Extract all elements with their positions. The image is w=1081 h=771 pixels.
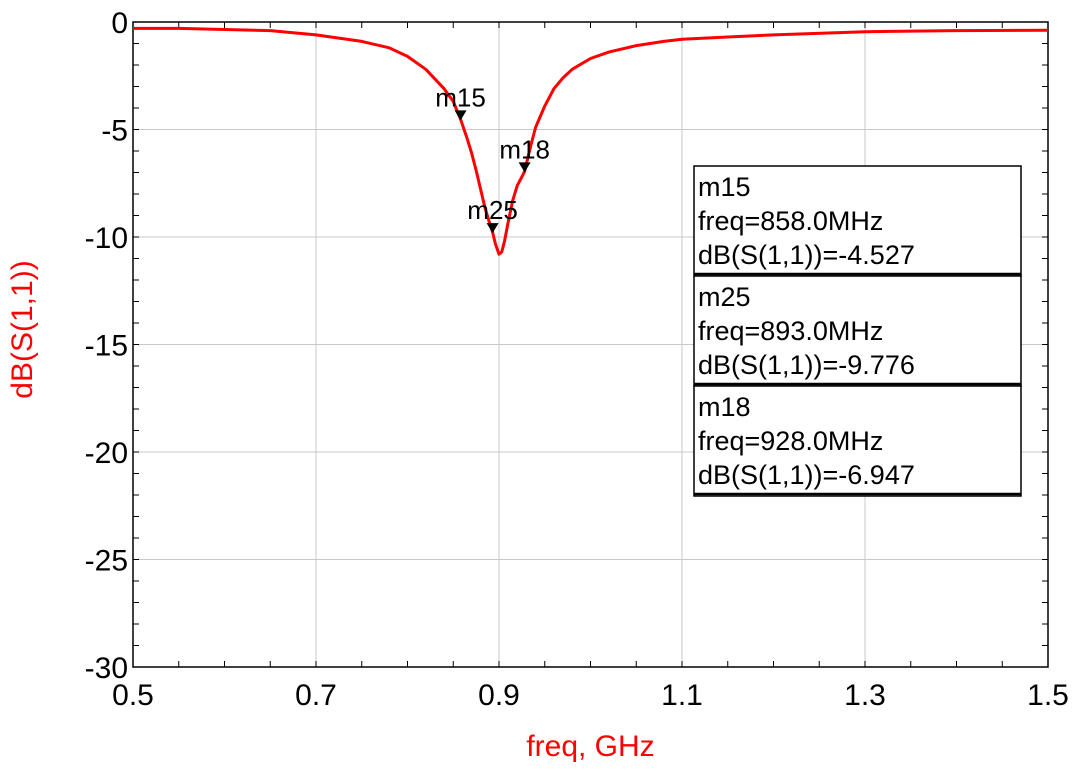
readout-line: dB(S(1,1))=-6.947	[698, 460, 915, 490]
y-tick-labels: 0 -5 -10 -15 -20 -25 -30	[85, 7, 128, 685]
readout-entry	[693, 385, 1022, 497]
marker-readout-box: m15 freq=858.0MHz dB(S(1,1))=-4.527 m25 freq…	[693, 165, 1022, 497]
readout-line: freq=858.0MHz	[698, 206, 883, 236]
readout-line: freq=928.0MHz	[698, 426, 883, 456]
marker-label: m15	[435, 82, 486, 112]
y-tick-label: -15	[85, 330, 128, 363]
readout-entry	[693, 165, 1022, 277]
marker-triangle	[486, 223, 499, 234]
x-tick-label: 1.1	[661, 679, 703, 712]
readout-line: m18	[698, 392, 751, 422]
x-tick-label: 0.5	[112, 679, 154, 712]
x-axis-title: freq, GHz	[526, 730, 654, 763]
y-tick-label: -30	[85, 652, 128, 685]
readout-line: freq=893.0MHz	[698, 316, 883, 346]
x-tick-label: 0.7	[295, 679, 337, 712]
readout-entry	[693, 275, 1022, 387]
marker-label: m25	[467, 195, 518, 225]
grid	[133, 22, 1048, 667]
minor-ticks	[132, 21, 1049, 668]
x-tick-label: 1.5	[1027, 679, 1069, 712]
x-tick-labels: 0.5 0.7 0.9 1.1 1.3 1.5	[112, 679, 1069, 712]
x-tick-label: 1.3	[844, 679, 886, 712]
x-tick-label: 0.9	[478, 679, 520, 712]
y-axis-title: dB(S(1,1))	[6, 260, 39, 398]
marker-label: m18	[499, 134, 550, 164]
y-tick-label: 0	[111, 7, 128, 40]
marker-layer: m15 m18 m25	[435, 82, 550, 234]
y-tick-label: -5	[101, 115, 128, 148]
marker-triangle	[454, 110, 467, 121]
y-tick-label: -25	[85, 545, 128, 578]
marker-triangle	[518, 162, 531, 173]
y-tick-label: -20	[85, 437, 128, 470]
readout-line: dB(S(1,1))=-9.776	[698, 350, 915, 380]
readout-line: dB(S(1,1))=-4.527	[698, 240, 915, 270]
series-layer	[133, 26, 1049, 256]
readout-line: m25	[698, 282, 751, 312]
series-line	[133, 26, 1049, 256]
y-tick-label: -10	[85, 222, 128, 255]
readout-line: m15	[698, 172, 751, 202]
